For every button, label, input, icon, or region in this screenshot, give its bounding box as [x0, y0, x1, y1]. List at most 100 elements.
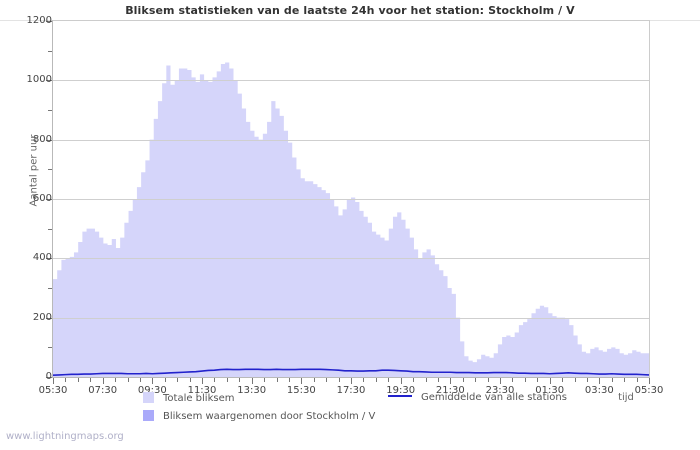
x-tick-minor [611, 378, 613, 382]
x-tick-minor [475, 378, 477, 382]
x-tick-major [152, 378, 154, 384]
x-tick-minor [512, 378, 514, 382]
x-tick-major [500, 378, 501, 384]
x-tick-minor [90, 378, 92, 382]
y-tick-minor [48, 228, 52, 230]
x-tick-minor [363, 378, 365, 382]
x-tick-minor [164, 378, 166, 382]
legend-label-station: Bliksem waargenomen door Stockholm / V [163, 411, 376, 422]
y-tick-label: 200 [32, 311, 52, 323]
x-tick-minor [127, 378, 129, 382]
x-tick-major [649, 378, 650, 384]
y-tick-label: 400 [32, 252, 52, 264]
x-tick-minor [537, 378, 539, 382]
y-tick-major [46, 258, 52, 260]
x-tick-major [400, 378, 402, 384]
legend-swatch-total [143, 392, 154, 403]
x-tick-minor [276, 378, 278, 382]
x-tick-label: 13:30 [237, 385, 267, 396]
x-tick-major [251, 378, 253, 384]
y-tick-major [46, 139, 52, 141]
x-tick-label: 17:30 [336, 385, 366, 396]
x-tick-major [450, 378, 452, 384]
y-tick-major [46, 317, 52, 319]
gridline [53, 317, 649, 319]
x-tick-minor [388, 378, 390, 382]
x-tick-label: 15:30 [286, 385, 316, 396]
gridline [53, 199, 649, 200]
x-tick-major [102, 378, 104, 384]
chart-legend: Totale bliksem Bliksem waargenomen door … [0, 388, 700, 428]
y-tick-minor [48, 347, 52, 349]
total-lightning-area [53, 62, 649, 377]
x-tick-minor [413, 378, 415, 382]
y-tick-minor [48, 110, 52, 111]
x-tick-minor [437, 378, 439, 382]
x-tick-label: 01:30 [535, 385, 565, 396]
legend-label-total: Totale bliksem [163, 393, 235, 404]
x-tick-minor [288, 378, 290, 382]
x-tick-minor [115, 378, 117, 382]
x-axis: 05:30 07:30 09:30 11:30 13:30 15:30 17:30 19:30… [39, 378, 663, 402]
x-tick-minor [524, 378, 526, 382]
x-tick-label: 07:30 [88, 385, 118, 396]
y-tick-label: 1200 [26, 15, 52, 26]
legend-item-station: Bliksem waargenomen door Stockholm / V [143, 410, 375, 422]
x-tick-minor [562, 378, 564, 382]
x-tick-label: 03:30 [584, 385, 614, 396]
gridline [53, 80, 649, 82]
x-tick-minor [239, 378, 241, 382]
x-tick-major [351, 378, 352, 384]
y-axis: 0 200 400 600 800 1000 1200 [0, 0, 52, 382]
page-title: Bliksem statistieken van de laatste 24h … [125, 4, 575, 17]
y-tick-major [46, 80, 52, 82]
x-tick-minor [139, 378, 141, 382]
x-tick-minor [189, 378, 191, 382]
x-tick-minor [636, 378, 638, 382]
x-tick-minor [326, 378, 328, 382]
x-tick-minor [574, 378, 576, 382]
x-tick-minor [338, 378, 340, 382]
legend-line-average [388, 395, 412, 397]
legend-item-total: Totale bliksem [143, 392, 234, 404]
x-tick-label: 09:30 [137, 385, 167, 396]
y-tick-major [46, 199, 52, 200]
x-axis-label: tijd [618, 392, 634, 403]
plot-area [53, 21, 649, 377]
x-tick-minor [177, 378, 179, 382]
y-tick-minor [48, 169, 52, 171]
x-tick-minor [313, 378, 315, 382]
x-tick-minor [214, 378, 216, 382]
x-tick-major [202, 378, 203, 384]
x-tick-minor [65, 378, 67, 382]
x-tick-minor [586, 378, 588, 382]
x-tick-minor [264, 378, 266, 382]
legend-item-average: Gemiddelde van alle stations [388, 392, 567, 403]
y-tick-major [46, 21, 52, 22]
x-tick-label: 05:30 [38, 385, 68, 396]
y-tick-minor [48, 50, 52, 52]
x-tick-major [599, 378, 601, 384]
y-tick-major [46, 377, 52, 378]
x-tick-minor [375, 378, 377, 382]
x-tick-label: 19:30 [386, 385, 416, 396]
x-tick-label: 23:30 [485, 385, 515, 396]
x-tick-minor [77, 378, 79, 382]
y-tick-label: 600 [32, 193, 52, 204]
average-line [53, 368, 649, 377]
x-tick-minor [624, 378, 626, 382]
legend-label-average: Gemiddelde van alle stations [421, 392, 567, 403]
legend-swatch-station [143, 410, 154, 421]
x-tick-major [549, 378, 551, 384]
x-tick-minor [226, 378, 228, 382]
y-tick-minor [48, 288, 52, 289]
y-tick-label: 0 [45, 371, 52, 382]
y-tick-label: 800 [32, 133, 52, 145]
x-tick-minor [487, 378, 489, 382]
y-tick-label: 1000 [26, 74, 52, 86]
x-tick-label: 11:30 [187, 385, 217, 396]
series-canvas [53, 62, 649, 377]
gridline [53, 139, 649, 141]
site-footer: www.lightningmaps.org [6, 431, 124, 442]
